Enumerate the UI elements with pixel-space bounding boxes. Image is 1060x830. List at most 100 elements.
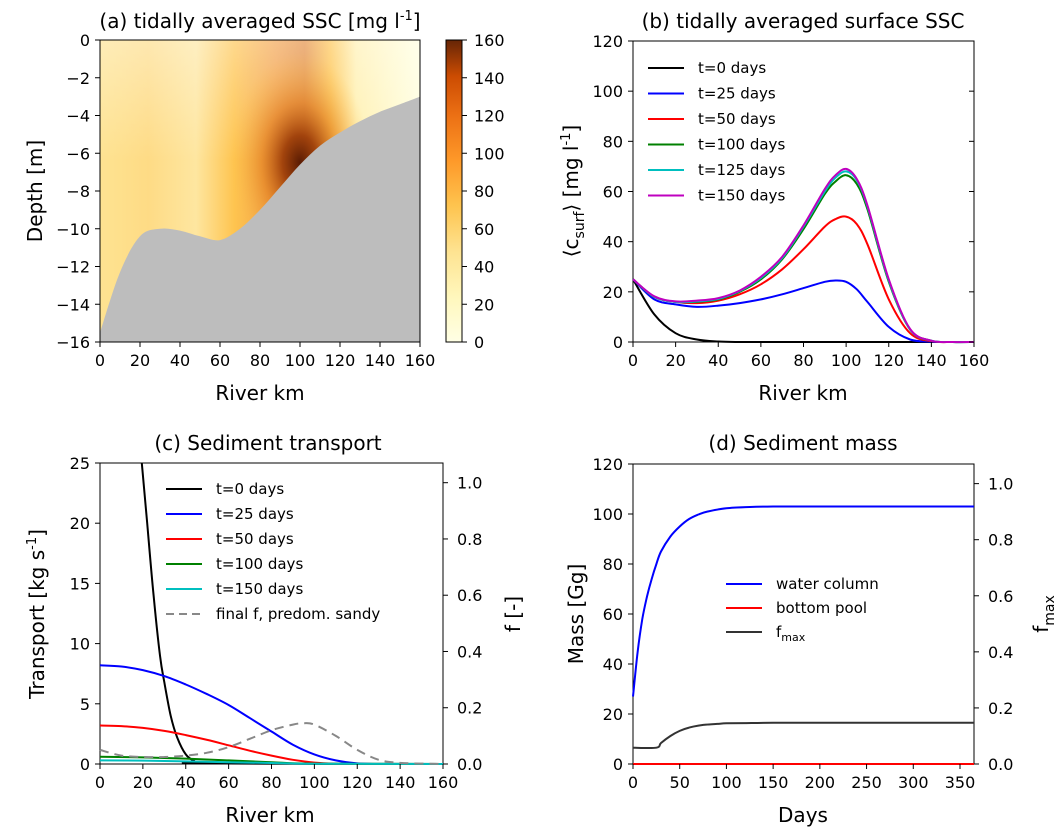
panel-d-xtick-label: 300 <box>898 773 929 792</box>
panel-a-ytick-label: −6 <box>66 144 90 163</box>
panel-b-series <box>632 40 975 344</box>
panel-d-ytick-label: 20 <box>603 705 623 724</box>
panel-d-ytick-label: 40 <box>603 655 623 674</box>
panel-d-ytick-label: 120 <box>592 455 623 474</box>
panel-c-xticks: 0 20 40 60 80 100 120 140 160 <box>95 764 458 792</box>
panel-a-ytick-label: 0 <box>80 31 90 50</box>
panel-d-right-ytick-label: 0.0 <box>988 755 1013 774</box>
panel-c-xtick-label: 100 <box>299 773 330 792</box>
panel-a-xtick-label: 120 <box>325 351 356 370</box>
panel-a-xtick-label: 60 <box>210 351 230 370</box>
panel-b-xtick-label: 120 <box>873 351 904 370</box>
panel-d-xlabel: Days <box>778 803 828 827</box>
panel-c-xtick-label: 20 <box>133 773 153 792</box>
panel-c-right-ytick-label: 0.2 <box>457 699 482 718</box>
panel-d-legend-label-bottom-pool: bottom pool <box>776 599 867 617</box>
panel-c: (c) Sediment transport 0 20 40 60 80 100 120 14… <box>25 431 525 827</box>
riverbed-area <box>100 96 420 342</box>
panel-d-right-ytick-label: 0.2 <box>988 699 1013 718</box>
panel-b-ylabel: ⟨csurf⟩ [mg l-1] <box>559 125 588 258</box>
panel-c-xtick-label: 60 <box>218 773 238 792</box>
colorbar <box>445 39 463 343</box>
panel-d-line-water-column <box>632 505 974 697</box>
panel-d-legend: water column bottom pool fmax <box>726 575 879 644</box>
panel-c-right-ytick-label: 0.4 <box>457 642 482 661</box>
panel-c-title: (c) Sediment transport <box>154 431 381 455</box>
panel-c-series <box>99 462 444 766</box>
colorbar-tick-label: 80 <box>474 182 494 201</box>
panel-d-yticks: 0 20 40 60 80 100 120 <box>592 455 633 774</box>
panel-d-ytick-label: 60 <box>603 605 623 624</box>
panel-a-ytick-label: −16 <box>56 333 90 352</box>
panel-b-xtick-label: 140 <box>916 351 947 370</box>
panel-d-line-fmax <box>632 721 974 750</box>
colorbar-tick-label: 40 <box>474 258 494 277</box>
panel-c-xlabel: River km <box>225 803 314 827</box>
panel-c-right-ytick-label: 0.0 <box>457 755 482 774</box>
panel-d-series <box>632 505 974 765</box>
panel-b-xtick-label: 0 <box>628 351 638 370</box>
colorbar-tick-label: 20 <box>474 295 494 314</box>
panel-b-ytick-label: 120 <box>592 32 623 51</box>
panel-d-legend-label-f: fmax <box>776 623 806 644</box>
panel-a-ytick-label: −2 <box>66 69 90 88</box>
panel-b-ytick-label: 60 <box>603 183 623 202</box>
panel-d-legend-label-water-column: water column <box>776 575 879 593</box>
panel-b-line-t-25-days <box>632 278 974 344</box>
colorbar-ticks: 0 20 40 60 80 100 120 140 160 <box>462 31 505 352</box>
panel-c-ytick-label: 5 <box>80 695 90 714</box>
panel-d-xtick-label: 150 <box>758 773 789 792</box>
panel-d: (d) Sediment mass 0 50 100 150 200 250 300 350 … <box>564 431 1058 827</box>
panel-b-legend-label-t-25-days: t=25 days <box>698 85 776 103</box>
panel-a-xtick-label: 0 <box>95 351 105 370</box>
panel-a-yticks: 0 −2 −4 −6 −8 −10 −12 −14 −16 <box>56 31 100 352</box>
panel-a-xtick-label: 80 <box>250 351 270 370</box>
panel-d-y2label: fmax <box>1029 595 1058 633</box>
panel-c-legend-label-t-0-days: t=0 days <box>216 480 284 498</box>
ssc-heatmap <box>100 40 420 342</box>
panel-b-ytick-label: 100 <box>592 82 623 101</box>
panel-b-xtick-label: 160 <box>959 351 990 370</box>
panel-c-line-t-150-days <box>99 759 444 765</box>
panel-a-xtick-label: 20 <box>130 351 150 370</box>
panel-d-xtick-label: 350 <box>945 773 976 792</box>
colorbar-tick-label: 0 <box>474 333 484 352</box>
panel-a-ytick-label: −12 <box>56 258 90 277</box>
panel-c-xtick-label: 40 <box>176 773 196 792</box>
panel-a-title: (a) tidally averaged SSC [mg l-1] <box>99 9 420 33</box>
panel-b-ytick-label: 80 <box>603 132 623 151</box>
colorbar-tick-label: 120 <box>474 107 505 126</box>
panel-b-legend-label-t-150-days: t=150 days <box>698 187 785 205</box>
panel-c-xtick-label: 120 <box>342 773 373 792</box>
panel-b-legend-label-t-125-days: t=125 days <box>698 161 785 179</box>
panel-a-xtick-label: 100 <box>285 351 316 370</box>
panel-d-right-ytick-label: 0.4 <box>988 643 1013 662</box>
panel-c-right-ytick-label: 1.0 <box>457 474 482 493</box>
panel-c-line-t-25-days <box>99 664 444 766</box>
panel-d-xtick-label: 200 <box>805 773 836 792</box>
panel-b-ytick-label: 0 <box>613 333 623 352</box>
panel-c-xtick-label: 80 <box>261 773 281 792</box>
panel-a-xlabel: River km <box>215 381 304 405</box>
panel-c-ytick-label: 20 <box>70 514 90 533</box>
panel-c-legend-label-t-50-days: t=50 days <box>216 530 294 548</box>
panel-b-frame <box>632 40 975 343</box>
panel-c-xtick-label: 160 <box>428 773 459 792</box>
panel-c-right-ytick-label: 0.6 <box>457 586 482 605</box>
panel-c-line-final-f-predom-sandy <box>99 722 444 765</box>
panel-c-xtick-label: 0 <box>95 773 105 792</box>
panel-a-ytick-label: −14 <box>56 295 90 314</box>
panel-b-title: (b) tidally averaged surface SSC <box>642 9 965 33</box>
panel-b-xtick-label: 60 <box>751 351 771 370</box>
panel-c-xtick-label: 140 <box>385 773 416 792</box>
panel-b-line-t-50-days <box>632 215 975 344</box>
panel-a-ylabel: Depth [m] <box>23 140 47 242</box>
panel-c-y2ticks: 0.0 0.2 0.4 0.6 0.8 1.0 <box>443 474 482 774</box>
panel-b: (b) tidally averaged surface SSC 0 20 40 60… <box>559 9 989 405</box>
panel-c-ylabel: Transport [kg s-1] <box>25 529 49 700</box>
panel-c-line-t-0-days <box>140 462 444 765</box>
panel-c-yticks: 0 5 10 15 20 25 <box>70 454 100 774</box>
panel-a-ytick-label: −4 <box>66 107 90 126</box>
panel-b-ytick-label: 40 <box>603 233 623 252</box>
